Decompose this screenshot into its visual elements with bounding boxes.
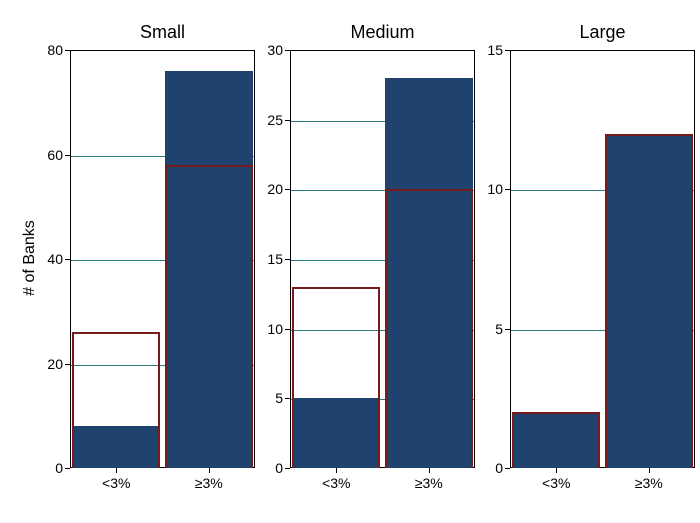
x-tick-label: ≥3% — [179, 475, 239, 491]
y-tick-mark — [285, 50, 290, 51]
y-tick-mark — [505, 189, 510, 190]
y-tick-label: 20 — [258, 181, 283, 197]
x-tick-mark — [649, 468, 650, 473]
y-tick-mark — [505, 468, 510, 469]
y-tick-label: 15 — [258, 251, 283, 267]
y-tick-mark — [285, 120, 290, 121]
y-tick-label: 15 — [478, 42, 503, 58]
bar-outline — [512, 412, 600, 468]
y-tick-label: 5 — [478, 321, 503, 337]
y-tick-mark — [65, 364, 70, 365]
y-tick-label: 10 — [258, 321, 283, 337]
y-tick-label: 10 — [478, 181, 503, 197]
y-tick-label: 25 — [258, 112, 283, 128]
x-tick-label: ≥3% — [619, 475, 679, 491]
y-tick-label: 20 — [38, 356, 63, 372]
y-tick-label: 5 — [258, 390, 283, 406]
y-tick-mark — [285, 468, 290, 469]
y-tick-label: 0 — [478, 460, 503, 476]
y-tick-mark — [65, 259, 70, 260]
bar-outline — [292, 287, 380, 468]
x-tick-mark — [116, 468, 117, 473]
y-tick-label: 30 — [258, 42, 283, 58]
y-tick-label: 40 — [38, 251, 63, 267]
x-tick-label: <3% — [86, 475, 146, 491]
x-tick-mark — [209, 468, 210, 473]
x-tick-label: <3% — [306, 475, 366, 491]
bar-outline — [72, 332, 160, 468]
y-tick-mark — [65, 155, 70, 156]
banks-count-chart: # of Banks Small 0 20 40 60 80 <3% ≥3% Medium 0 5 10… — [0, 0, 700, 523]
panel-title-medium: Medium — [290, 22, 475, 43]
y-tick-mark — [65, 50, 70, 51]
y-tick-mark — [505, 329, 510, 330]
y-tick-mark — [65, 468, 70, 469]
y-tick-label: 0 — [38, 460, 63, 476]
x-tick-mark — [556, 468, 557, 473]
panel-title-large: Large — [510, 22, 695, 43]
y-axis-label: # of Banks — [21, 208, 39, 308]
x-tick-label: ≥3% — [399, 475, 459, 491]
y-tick-mark — [505, 50, 510, 51]
y-tick-label: 80 — [38, 42, 63, 58]
y-tick-mark — [285, 189, 290, 190]
x-tick-mark — [336, 468, 337, 473]
panel-title-small: Small — [70, 22, 255, 43]
bar-outline — [605, 134, 693, 468]
x-tick-mark — [429, 468, 430, 473]
y-tick-label: 0 — [258, 460, 283, 476]
y-tick-label: 60 — [38, 147, 63, 163]
y-tick-mark — [285, 329, 290, 330]
y-tick-mark — [285, 398, 290, 399]
y-tick-mark — [285, 259, 290, 260]
x-tick-label: <3% — [526, 475, 586, 491]
bar-outline — [385, 189, 473, 468]
bar-outline — [165, 165, 253, 468]
